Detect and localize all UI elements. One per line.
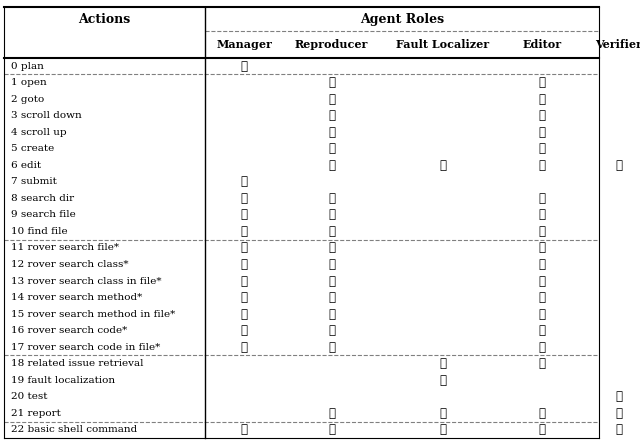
Text: Agent Roles: Agent Roles: [360, 13, 444, 26]
Text: ✓: ✓: [328, 126, 335, 139]
Text: 15 rover search method in file*: 15 rover search method in file*: [11, 310, 175, 318]
Text: ✓: ✓: [328, 291, 335, 304]
Text: ✓: ✓: [328, 324, 335, 337]
Text: ✓: ✓: [539, 258, 545, 271]
Text: 3 scroll down: 3 scroll down: [11, 111, 82, 120]
Text: ✓: ✓: [328, 275, 335, 288]
Text: Manager: Manager: [216, 39, 272, 50]
Text: ✓: ✓: [539, 76, 545, 89]
Text: ✓: ✓: [328, 159, 335, 172]
Text: ✓: ✓: [615, 423, 622, 436]
Text: ✓: ✓: [539, 192, 545, 205]
Text: ✓: ✓: [328, 209, 335, 221]
Text: Reproducer: Reproducer: [295, 39, 368, 50]
Text: ✓: ✓: [241, 60, 248, 73]
Text: ✓: ✓: [539, 209, 545, 221]
Text: ✓: ✓: [241, 225, 248, 238]
Text: ✓: ✓: [539, 407, 545, 420]
Text: ✓: ✓: [328, 407, 335, 420]
Text: ✓: ✓: [539, 126, 545, 139]
Text: ✓: ✓: [539, 357, 545, 370]
Text: ✓: ✓: [241, 423, 248, 436]
Text: 6 edit: 6 edit: [11, 161, 41, 170]
Text: ✓: ✓: [615, 159, 622, 172]
Text: ✓: ✓: [241, 242, 248, 254]
Text: ✓: ✓: [328, 192, 335, 205]
Text: ✓: ✓: [539, 225, 545, 238]
Text: 14 rover search method*: 14 rover search method*: [11, 293, 142, 302]
Text: ✓: ✓: [539, 341, 545, 354]
Text: ✓: ✓: [241, 341, 248, 354]
Text: 4 scroll up: 4 scroll up: [11, 128, 67, 137]
Text: ✓: ✓: [328, 109, 335, 122]
Text: ✓: ✓: [615, 390, 622, 403]
Text: ✓: ✓: [328, 142, 335, 155]
Text: ✓: ✓: [328, 93, 335, 106]
Text: 10 find file: 10 find file: [11, 227, 68, 236]
Text: ✓: ✓: [539, 308, 545, 321]
Text: 16 rover search code*: 16 rover search code*: [11, 326, 127, 335]
Text: ✓: ✓: [328, 242, 335, 254]
Text: ✓: ✓: [241, 324, 248, 337]
Text: ✓: ✓: [241, 275, 248, 288]
Text: 0 plan: 0 plan: [11, 62, 44, 71]
Text: ✓: ✓: [539, 93, 545, 106]
Text: ✓: ✓: [539, 423, 545, 436]
Text: ✓: ✓: [539, 291, 545, 304]
Text: ✓: ✓: [328, 341, 335, 354]
Text: ✓: ✓: [241, 192, 248, 205]
Text: ✓: ✓: [539, 159, 545, 172]
Text: Verifier: Verifier: [595, 39, 640, 50]
Text: 12 rover search class*: 12 rover search class*: [11, 260, 129, 269]
Text: ✓: ✓: [328, 308, 335, 321]
Text: ✓: ✓: [539, 242, 545, 254]
Text: ✓: ✓: [241, 209, 248, 221]
Text: ✓: ✓: [439, 374, 446, 387]
Text: 17 rover search code in file*: 17 rover search code in file*: [11, 343, 160, 351]
Text: ✓: ✓: [539, 142, 545, 155]
Text: 13 rover search class in file*: 13 rover search class in file*: [11, 277, 161, 285]
Text: ✓: ✓: [439, 407, 446, 420]
Text: ✓: ✓: [539, 275, 545, 288]
Text: Editor: Editor: [522, 39, 562, 50]
Text: Fault Localizer: Fault Localizer: [396, 39, 490, 50]
Text: ✓: ✓: [439, 357, 446, 370]
Text: ✓: ✓: [539, 324, 545, 337]
Text: 8 search dir: 8 search dir: [11, 194, 74, 203]
Text: ✓: ✓: [439, 159, 446, 172]
Text: 9 search file: 9 search file: [11, 210, 76, 220]
Text: ✓: ✓: [328, 76, 335, 89]
Text: 20 test: 20 test: [11, 392, 47, 401]
Text: ✓: ✓: [241, 291, 248, 304]
Text: 19 fault localization: 19 fault localization: [11, 376, 115, 385]
Text: ✓: ✓: [241, 176, 248, 188]
Text: 18 related issue retrieval: 18 related issue retrieval: [11, 359, 143, 368]
Text: 2 goto: 2 goto: [11, 95, 44, 104]
Text: ✓: ✓: [328, 225, 335, 238]
Text: 1 open: 1 open: [11, 78, 47, 87]
Text: ✓: ✓: [241, 258, 248, 271]
Text: 5 create: 5 create: [11, 144, 54, 153]
Text: ✓: ✓: [328, 423, 335, 436]
Text: ✓: ✓: [439, 423, 446, 436]
Text: ✓: ✓: [241, 308, 248, 321]
Text: ✓: ✓: [328, 258, 335, 271]
Text: 11 rover search file*: 11 rover search file*: [11, 243, 119, 253]
Text: 7 submit: 7 submit: [11, 177, 57, 187]
Text: 21 report: 21 report: [11, 409, 61, 418]
Text: ✓: ✓: [615, 407, 622, 420]
Text: 22 basic shell command: 22 basic shell command: [11, 425, 137, 434]
Text: ✓: ✓: [539, 109, 545, 122]
Text: Actions: Actions: [78, 13, 131, 26]
